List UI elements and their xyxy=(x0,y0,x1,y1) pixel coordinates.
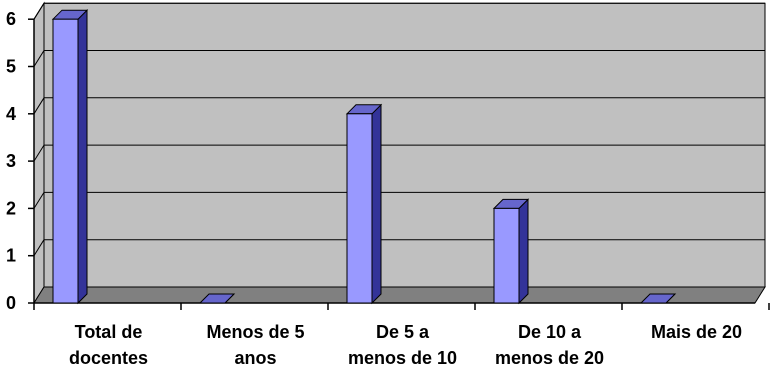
y-tick-label: 0 xyxy=(6,293,16,313)
x-tick-label: Menos de 5 xyxy=(206,322,304,342)
x-axis-tick-labels: Total de docentes Menos de 5 anos De 5 a meno… xyxy=(69,322,742,368)
x-tick-label: Total de xyxy=(75,322,143,342)
chart-back-wall xyxy=(33,1,766,305)
y-axis-tick-labels: 0 1 2 3 4 5 6 xyxy=(6,9,16,313)
bar xyxy=(345,103,383,305)
x-tick-label: menos de 20 xyxy=(495,348,604,368)
bar-top-face xyxy=(198,293,236,304)
x-tick-label: Mais de 20 xyxy=(651,322,742,342)
x-tick-label: docentes xyxy=(69,348,148,368)
gridline-side xyxy=(33,50,45,67)
y-tick-label: 2 xyxy=(6,198,16,218)
gridlines xyxy=(33,2,765,256)
gridline-side xyxy=(33,2,45,20)
gridline-side xyxy=(33,144,45,162)
x-tick-label: anos xyxy=(234,348,276,368)
bar xyxy=(198,293,236,304)
bar xyxy=(492,198,530,305)
bar-front-face xyxy=(346,113,373,304)
y-tick-label: 6 xyxy=(6,9,16,29)
bar-front-face xyxy=(52,18,79,304)
bar-side-face xyxy=(371,103,382,305)
x-tick-label: De 10 a xyxy=(518,322,582,342)
bar-top-face xyxy=(639,293,677,304)
y-tick-label: 4 xyxy=(6,104,16,124)
bar-side-face xyxy=(518,198,529,305)
bars xyxy=(51,8,677,305)
bar-side-face xyxy=(77,8,88,305)
y-tick-label: 3 xyxy=(6,151,16,171)
axes xyxy=(28,18,770,310)
y-tick-label: 5 xyxy=(6,57,16,77)
bar xyxy=(51,8,89,305)
x-tick-label: De 5 a xyxy=(376,322,430,342)
y-tick-label: 1 xyxy=(6,246,16,266)
gridline-side xyxy=(33,97,45,115)
gridline-side xyxy=(33,192,45,209)
x-tick-label: menos de 10 xyxy=(348,348,457,368)
bar-front-face xyxy=(493,207,520,304)
bar xyxy=(639,293,677,304)
gridline-side xyxy=(33,239,45,256)
